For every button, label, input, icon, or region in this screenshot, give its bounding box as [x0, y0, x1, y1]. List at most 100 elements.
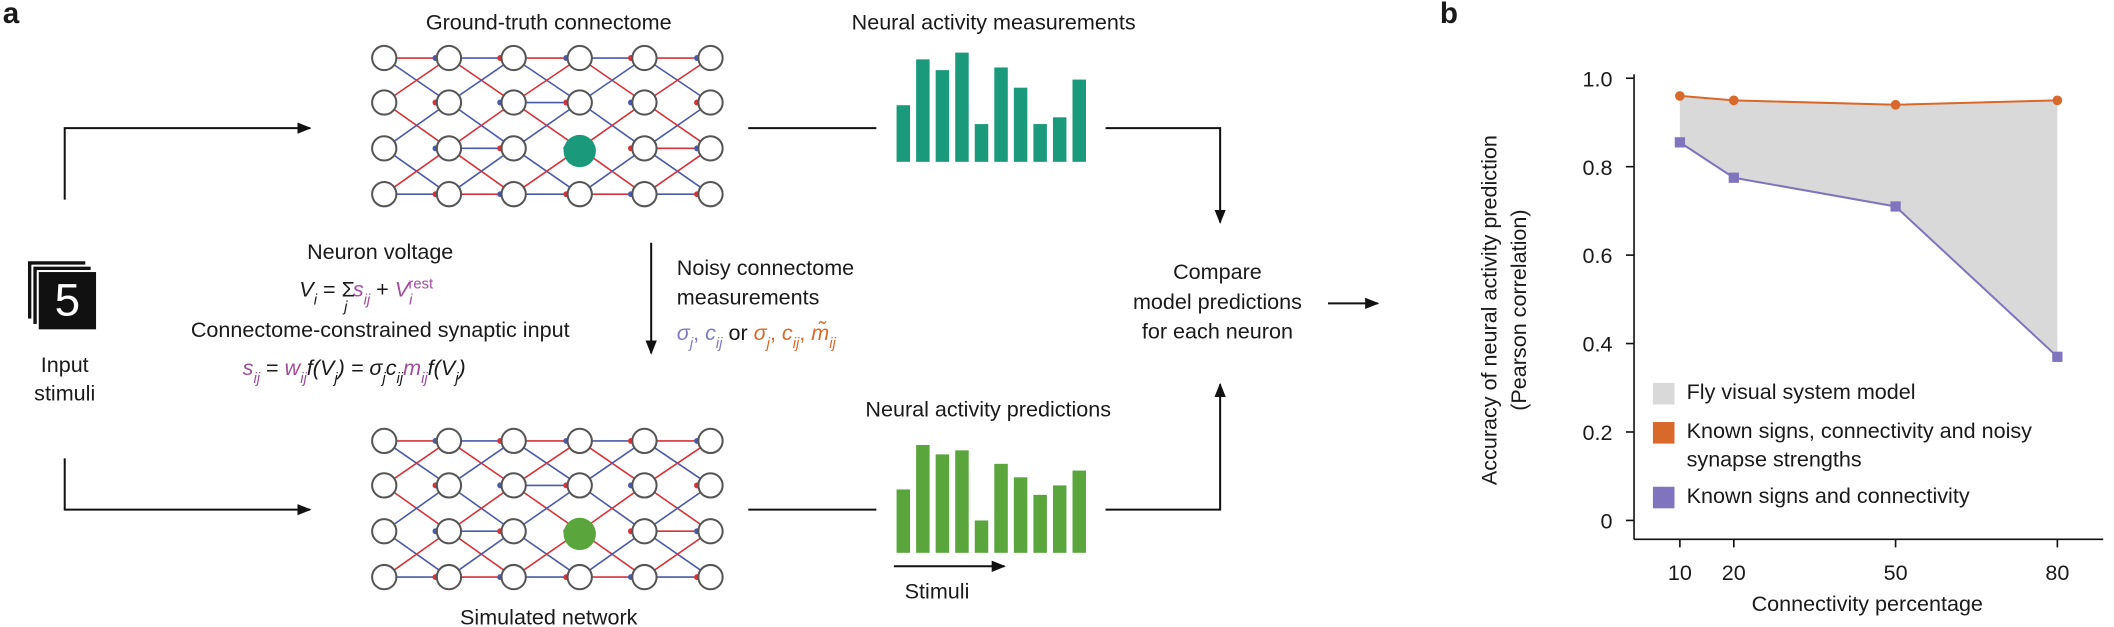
neuron: [435, 518, 463, 545]
edge: [448, 530, 515, 578]
eq-part: i: [314, 293, 318, 309]
neuron: [435, 563, 463, 591]
term: σ: [677, 320, 691, 345]
neuron: [631, 89, 658, 116]
neuron: [631, 472, 658, 499]
activity-bar: [1052, 485, 1067, 553]
neuron: [631, 181, 658, 208]
neuron: [697, 427, 724, 455]
activity-bar: [1072, 79, 1086, 162]
neuron: [371, 44, 398, 72]
eq-part: c: [386, 355, 397, 380]
eq-part: j: [342, 299, 348, 315]
y-axis-label: Accuracy of neural activity prediction: [1477, 135, 1502, 485]
legend-swatch: [1652, 486, 1675, 509]
point: [1674, 137, 1685, 148]
eq-part: V: [299, 277, 316, 302]
stimulus-digit: 5: [55, 275, 81, 326]
neuron: [500, 89, 527, 116]
highlight-neuron: [563, 517, 596, 551]
eq-part: rest: [408, 277, 434, 293]
neuron: [697, 563, 724, 591]
neuron: [566, 89, 593, 116]
term: σ: [754, 320, 768, 345]
synaptic-title: Connectome-constrained synaptic input: [191, 317, 570, 342]
eq-part: w: [285, 355, 302, 380]
activity-bar: [916, 444, 930, 553]
edge: [579, 147, 645, 195]
x-tick-label: 80: [2045, 560, 2069, 585]
diagram-title: Simulated network: [460, 604, 638, 627]
diagram-title: Neural activity measurements: [852, 10, 1136, 35]
input-label: Input: [41, 352, 89, 377]
diagram-title: Ground-truth connectome: [426, 10, 672, 35]
compare-text: for each neuron: [1142, 318, 1293, 343]
activity-bar: [1033, 494, 1047, 553]
edge: [643, 440, 711, 487]
term: j: [688, 336, 694, 352]
term: ,: [770, 320, 782, 345]
neuron: [566, 181, 593, 208]
eq-part: j: [332, 371, 338, 387]
compare-text: model predictions: [1133, 289, 1302, 314]
neuron: [697, 518, 724, 545]
noisy-title: measurements: [677, 285, 820, 310]
edge: [579, 530, 645, 578]
edge: [448, 101, 515, 150]
term: or: [722, 320, 753, 345]
y-tick-label: 0.8: [1582, 155, 1612, 180]
noisy-terms: σj, cij or σj, cij, m̃ij: [677, 320, 837, 352]
eq-part: ) = σ: [335, 355, 384, 380]
eq-part: j: [453, 371, 459, 387]
neuron: [500, 472, 527, 499]
neuron: [435, 181, 463, 208]
eq-part: i: [409, 293, 413, 309]
arrows: [63, 122, 1380, 572]
neuron: [631, 427, 658, 455]
eq-part: ij: [397, 371, 404, 387]
point: [1890, 201, 1901, 212]
input-label: stimuli: [34, 380, 95, 405]
legend-entry: Known signs, connectivity and noisy syna…: [1687, 421, 2032, 472]
activity-bar: [896, 105, 911, 162]
activity-bar: [935, 70, 950, 162]
activity-bar: [935, 454, 950, 553]
edge: [643, 147, 711, 195]
neuron: [697, 89, 724, 116]
edge: [643, 530, 711, 578]
legend-label: Fly visual system model: [1686, 381, 1916, 405]
point: [1890, 99, 1901, 110]
edge: [383, 484, 450, 532]
neuron: [500, 181, 527, 208]
activity-bar: [916, 59, 930, 162]
activity-bar: [994, 463, 1008, 553]
term: ,: [799, 320, 811, 345]
neuron: [435, 44, 463, 72]
term: ij: [716, 336, 723, 352]
panel-label: b: [1440, 0, 1458, 30]
legend-entry: Known signs and connectivity: [1687, 485, 1970, 508]
eq-part: s: [353, 277, 364, 302]
eq-part: s: [243, 355, 254, 380]
eq-part: ij: [300, 371, 307, 387]
eq-part: =: [260, 355, 285, 380]
y-tick-label: 0: [1600, 509, 1612, 534]
compare-text: Compare: [1173, 259, 1262, 284]
series-line: [1679, 141, 2059, 358]
eq-part: ): [456, 355, 466, 380]
stimuli-label: Stimuli: [905, 579, 970, 604]
activity-bar: [1013, 477, 1028, 553]
term: ij: [829, 336, 836, 352]
neuron: [697, 135, 724, 162]
neuron: [566, 427, 593, 455]
synaptic-equation: sij = wijf(Vj) = σjcijmijf(Vj): [243, 355, 466, 387]
neuron: [371, 518, 398, 545]
neuron: [631, 563, 658, 591]
legend-swatch: [1652, 422, 1675, 444]
activity-bar: [1033, 124, 1047, 162]
neuron: [500, 44, 527, 72]
activity-bar: [1052, 117, 1067, 162]
neuron: [566, 44, 593, 72]
